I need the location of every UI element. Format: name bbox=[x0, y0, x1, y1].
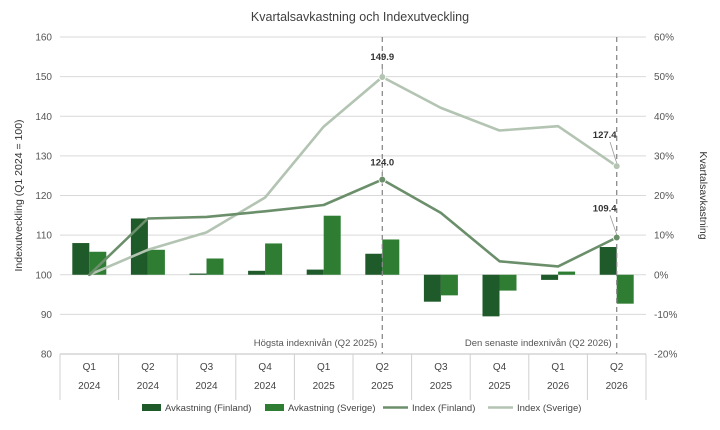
leader-line bbox=[609, 215, 618, 235]
reference-line-label: Högsta indexnivån (Q2 2025) bbox=[254, 338, 378, 349]
bar-sverige bbox=[147, 249, 165, 275]
x-tick-quarter: Q3 bbox=[434, 362, 448, 373]
y-left-tick-label: 90 bbox=[41, 310, 53, 321]
bar-sverige bbox=[382, 239, 400, 275]
x-tick-quarter: Q2 bbox=[376, 362, 390, 373]
bar-sverige bbox=[558, 271, 576, 275]
y-axis-left-title: Indexutveckling (Q1 2024 = 100) bbox=[13, 119, 25, 271]
x-tick-year: 2024 bbox=[137, 381, 160, 392]
y-right-tick-label: 60% bbox=[654, 33, 674, 44]
reference-lines: Högsta indexnivån (Q2 2025) Den senaste i… bbox=[254, 37, 618, 354]
bar-sverige bbox=[206, 258, 224, 275]
line-index-sverige bbox=[88, 75, 619, 277]
data-point-marker bbox=[612, 233, 621, 242]
reference-line-label: Den senaste indexnivån (Q2 2026) bbox=[465, 338, 612, 349]
legend-swatch-bar bbox=[142, 404, 161, 411]
bar-sverige bbox=[440, 274, 458, 296]
x-tick-quarter: Q1 bbox=[317, 362, 331, 373]
data-labels: 149.9 124.0 127.4 109.4 bbox=[370, 52, 621, 242]
y-right-tick-label: 40% bbox=[654, 112, 674, 123]
x-tick-year: 2026 bbox=[606, 381, 629, 392]
bar-finland bbox=[365, 253, 383, 275]
x-tick-year: 2024 bbox=[78, 381, 101, 392]
x-tick-year: 2024 bbox=[195, 381, 218, 392]
y-left-tick-label: 100 bbox=[35, 270, 52, 281]
data-point-marker bbox=[378, 73, 387, 81]
index-lines bbox=[88, 75, 619, 277]
data-point-marker bbox=[378, 175, 387, 184]
y-right-tick-label: 30% bbox=[654, 151, 674, 162]
x-tick-year: 2024 bbox=[254, 381, 277, 392]
y-right-tick-label: -10% bbox=[654, 310, 677, 321]
x-tick-year: 2025 bbox=[313, 381, 336, 392]
x-tick-quarter: Q2 bbox=[141, 362, 155, 373]
legend-label: Avkastning (Finland) bbox=[165, 403, 251, 414]
legend-label: Index (Finland) bbox=[412, 403, 475, 414]
axes: 80 90 100 110 120 130 140 150 160 -20% -10% 0% 10% 20… bbox=[13, 33, 709, 400]
x-tick-year: 2025 bbox=[488, 381, 511, 392]
leader-line bbox=[609, 142, 618, 164]
x-tick-quarter: Q3 bbox=[200, 362, 214, 373]
y-right-tick-label: 0% bbox=[654, 270, 669, 281]
legend-label: Index (Sverige) bbox=[517, 403, 581, 414]
x-tick-quarter: Q1 bbox=[83, 362, 97, 373]
bar-sverige bbox=[499, 274, 517, 291]
bar-sverige bbox=[616, 274, 634, 304]
y-left-tick-label: 150 bbox=[35, 72, 52, 83]
chart-title: Kvartalsavkastning och Indexutveckling bbox=[251, 10, 469, 24]
y-right-tick-label: 10% bbox=[654, 231, 674, 242]
bar-finland bbox=[248, 270, 266, 275]
y-right-tick-label: -20% bbox=[654, 350, 677, 361]
bar-finland bbox=[423, 274, 441, 302]
x-tick-year: 2026 bbox=[547, 381, 570, 392]
gridlines bbox=[60, 36, 646, 355]
x-tick-year: 2025 bbox=[430, 381, 453, 392]
y-left-tick-label: 130 bbox=[35, 151, 52, 162]
bar-finland bbox=[482, 274, 500, 317]
data-label: 127.4 bbox=[593, 130, 617, 141]
bar-finland bbox=[189, 273, 207, 275]
y-right-tick-label: 20% bbox=[654, 191, 674, 202]
bar-finland bbox=[541, 274, 559, 280]
y-axis-right-title: Kvartalsavkastning bbox=[697, 151, 709, 239]
bar-finland bbox=[306, 269, 324, 275]
y-left-tick-label: 140 bbox=[35, 112, 52, 123]
bar-sverige bbox=[323, 215, 341, 275]
data-point-marker bbox=[612, 162, 621, 170]
x-tick-quarter: Q1 bbox=[551, 362, 565, 373]
data-label: 109.4 bbox=[593, 204, 617, 215]
y-left-tick-label: 160 bbox=[35, 33, 52, 44]
legend-label: Avkastning (Sverige) bbox=[288, 403, 375, 414]
line-index-finland bbox=[88, 178, 619, 277]
x-tick-year: 2025 bbox=[371, 381, 394, 392]
y-left-tick-label: 80 bbox=[41, 350, 53, 361]
y-left-tick-label: 110 bbox=[36, 231, 52, 242]
x-tick-quarter: Q4 bbox=[258, 362, 272, 373]
x-tick-quarter: Q2 bbox=[610, 362, 624, 373]
legend-swatch-bar bbox=[265, 404, 284, 411]
data-label: 124.0 bbox=[370, 158, 394, 169]
bar-sverige bbox=[265, 243, 283, 275]
bar-finland bbox=[599, 247, 617, 275]
bar-finland bbox=[72, 243, 90, 275]
y-right-tick-label: 50% bbox=[654, 72, 674, 83]
x-tick-quarter: Q4 bbox=[493, 362, 507, 373]
y-left-tick-label: 120 bbox=[35, 191, 52, 202]
legend: Avkastning (Finland) Avkastning (Sverige)… bbox=[142, 403, 581, 414]
data-label: 149.9 bbox=[370, 52, 394, 63]
